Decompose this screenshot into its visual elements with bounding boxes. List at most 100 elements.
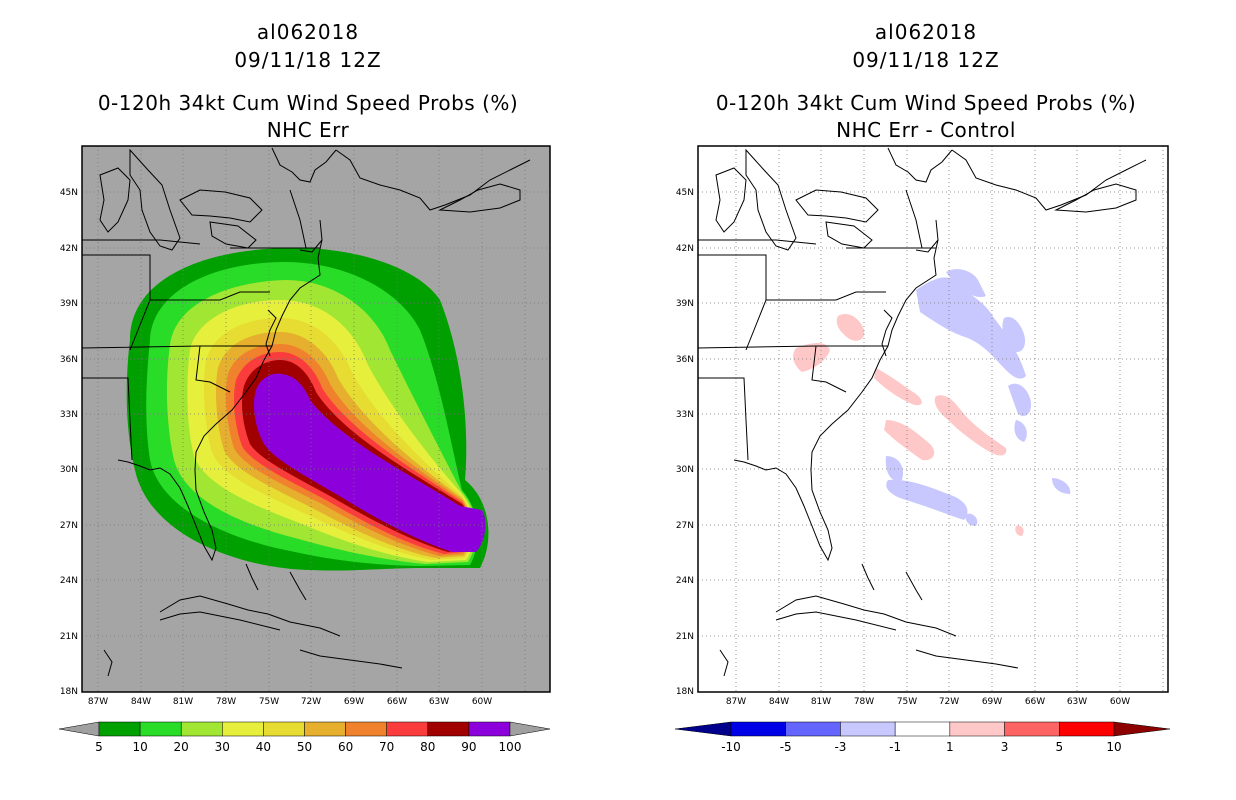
lat-label: 36N [60, 355, 78, 365]
lat-label: 30N [60, 465, 78, 475]
colorbar-swatch [222, 721, 264, 737]
colorbar-label: 100 [499, 740, 522, 754]
left-lon-labels: 87W 84W 81W 78W 75W 72W 69W 66W 63W 60W [88, 697, 492, 707]
colorbar-label: 5 [1055, 740, 1063, 754]
right-colorbar: -10 -5 -3 -1 1 3 5 10 [674, 721, 1171, 754]
colorbar-label: 60 [338, 740, 353, 754]
lon-label: 84W [131, 697, 151, 707]
lat-label: 42N [676, 244, 694, 254]
lat-label: 18N [676, 687, 694, 697]
lat-label: 30N [676, 465, 694, 475]
lon-label: 69W [344, 697, 364, 707]
colorbar-swatch [263, 721, 305, 737]
colorbar-label: 10 [1106, 740, 1121, 754]
right-gridlines [698, 146, 1168, 692]
left-probability-field [126, 247, 489, 571]
colorbar-over-arrow [1113, 721, 1171, 737]
colorbar-swatch [345, 721, 387, 737]
lat-label: 27N [60, 521, 78, 531]
lon-label: 66W [387, 697, 407, 707]
left-datetime: 09/11/18 12Z [234, 48, 382, 72]
lon-label: 87W [726, 697, 746, 707]
lat-label: 45N [60, 188, 78, 198]
colorbar-label: -10 [721, 740, 741, 754]
lat-label: 18N [60, 687, 78, 697]
lon-label: 81W [173, 697, 193, 707]
left-subtitle: NHC Err [266, 118, 350, 142]
lat-label: 39N [676, 299, 694, 309]
colorbar-label: 70 [379, 740, 394, 754]
colorbar-swatch [468, 721, 511, 737]
colorbar-swatch [894, 721, 951, 737]
lon-label: 60W [472, 697, 492, 707]
colorbar-swatch [139, 721, 182, 737]
lon-label: 66W [1025, 697, 1045, 707]
right-lon-labels: 87W 84W 81W 78W 75W 72W 69W 66W 63W 60W [726, 697, 1130, 707]
colorbar-label: 1 [946, 740, 954, 754]
colorbar-swatch [386, 721, 429, 737]
right-subtitle: NHC Err - Control [836, 118, 1016, 142]
lat-label: 33N [60, 410, 78, 420]
right-lat-labels: 45N 42N 39N 36N 33N 30N 27N 24N 21N 18N [676, 188, 694, 697]
left-storm-id: al062018 [256, 20, 360, 44]
colorbar-swatch [949, 721, 1005, 737]
lat-label: 24N [676, 576, 694, 586]
lon-label: 63W [429, 697, 449, 707]
lon-label: 72W [301, 697, 321, 707]
lon-label: 87W [88, 697, 108, 707]
lat-label: 42N [60, 244, 78, 254]
lon-label: 72W [939, 697, 959, 707]
lon-label: 60W [1110, 697, 1130, 707]
colorbar-under-arrow [674, 721, 732, 737]
colorbar-swatch [1004, 721, 1060, 737]
right-map: 45N 42N 39N 36N 33N 30N 27N 24N 21N 18N … [676, 145, 1169, 707]
lon-label: 69W [982, 697, 1002, 707]
lat-label: 39N [60, 299, 78, 309]
colorbar-swatch [427, 721, 470, 737]
colorbar-label: 80 [420, 740, 435, 754]
colorbar-swatch [98, 721, 141, 737]
lon-label: 78W [854, 697, 874, 707]
colorbar-label: 90 [461, 740, 476, 754]
lon-label: 75W [259, 697, 279, 707]
colorbar-under-arrow [58, 721, 100, 737]
colorbar-label: 3 [1001, 740, 1009, 754]
colorbar-label: 30 [215, 740, 230, 754]
colorbar-label: 40 [256, 740, 271, 754]
left-title: 0-120h 34kt Cum Wind Speed Probs (%) [97, 91, 519, 115]
colorbar-swatch [1059, 721, 1115, 737]
lon-label: 81W [811, 697, 831, 707]
lat-label: 36N [676, 355, 694, 365]
colorbar-label: -3 [834, 740, 846, 754]
colorbar-swatch [180, 721, 223, 737]
right-title: 0-120h 34kt Cum Wind Speed Probs (%) [715, 91, 1137, 115]
colorbar-label: 50 [297, 740, 312, 754]
lat-label: 27N [676, 521, 694, 531]
lon-label: 75W [897, 697, 917, 707]
colorbar-label: 20 [174, 740, 189, 754]
lat-label: 33N [676, 410, 694, 420]
colorbar-swatch [785, 721, 841, 737]
right-datetime: 09/11/18 12Z [852, 48, 1000, 72]
lat-label: 21N [676, 632, 694, 642]
colorbar-swatch [730, 721, 786, 737]
colorbar-label: 5 [95, 740, 103, 754]
right-storm-id: al062018 [874, 20, 978, 44]
left-lat-labels: 45N 42N 39N 36N 33N 30N 27N 24N 21N 18N [60, 188, 78, 697]
colorbar-label: 10 [132, 740, 147, 754]
lon-label: 63W [1067, 697, 1087, 707]
left-map: 45N 42N 39N 36N 33N 30N 27N 24N 21N 18N … [60, 145, 551, 707]
lon-label: 84W [769, 697, 789, 707]
colorbar-label: -5 [780, 740, 792, 754]
lon-label: 78W [216, 697, 236, 707]
lat-label: 24N [60, 576, 78, 586]
lat-label: 45N [676, 188, 694, 198]
lat-label: 21N [60, 632, 78, 642]
colorbar-over-arrow [509, 721, 551, 737]
left-gridlines [82, 146, 550, 692]
right-difference-field [793, 269, 1071, 536]
left-colorbar: 5 10 20 30 40 50 60 70 80 90 100 [58, 721, 551, 754]
colorbar-swatch [840, 721, 896, 737]
colorbar-swatch [304, 721, 346, 737]
colorbar-label: -1 [889, 740, 901, 754]
